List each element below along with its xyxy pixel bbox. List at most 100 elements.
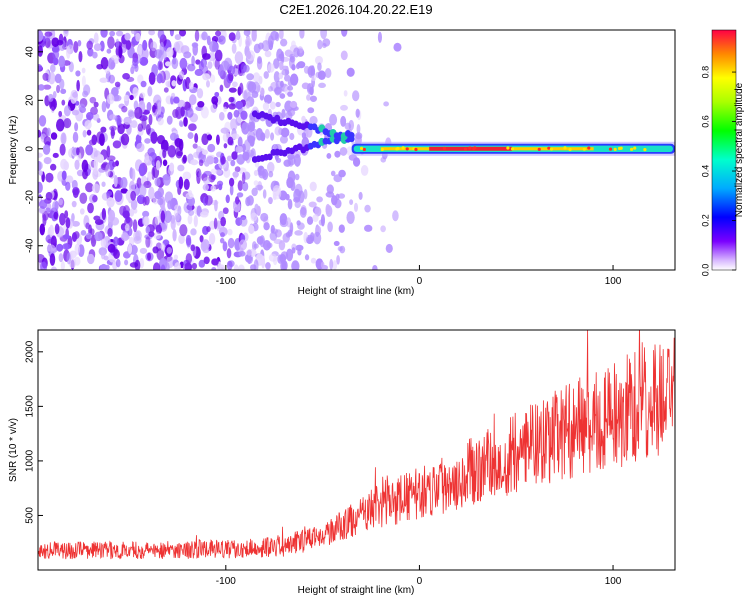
noise-blob bbox=[285, 248, 294, 262]
noise-blob bbox=[169, 30, 174, 37]
noise-blob bbox=[154, 190, 162, 200]
noise-blob bbox=[219, 70, 228, 80]
streak-point bbox=[266, 153, 273, 161]
noise-blob bbox=[235, 145, 244, 153]
noise-blob bbox=[151, 104, 156, 113]
noise-blob bbox=[159, 61, 164, 70]
noise-blob bbox=[137, 74, 144, 84]
noise-blob bbox=[228, 96, 235, 103]
noise-blob bbox=[344, 122, 352, 131]
noise-blob bbox=[148, 30, 156, 36]
noise-blob bbox=[253, 180, 259, 186]
noise-blob bbox=[71, 109, 80, 116]
noise-blob bbox=[100, 126, 107, 133]
noise-blob bbox=[234, 51, 244, 65]
noise-blob bbox=[74, 243, 81, 255]
noise-blob bbox=[211, 266, 217, 270]
noise-blob bbox=[123, 116, 132, 125]
noise-blob bbox=[383, 101, 389, 107]
noise-blob bbox=[330, 170, 336, 177]
noise-blob bbox=[87, 202, 94, 214]
spectrogram-heatmap bbox=[38, 30, 675, 270]
noise-blob bbox=[191, 42, 199, 48]
noise-blob bbox=[245, 149, 255, 157]
noise-blob bbox=[171, 57, 179, 70]
noise-blob bbox=[228, 103, 237, 110]
noise-blob bbox=[99, 133, 105, 146]
noise-blob bbox=[88, 139, 97, 146]
noise-blob bbox=[142, 216, 150, 226]
noise-blob bbox=[94, 231, 103, 242]
noise-blob bbox=[105, 163, 111, 177]
noise-blob bbox=[196, 88, 204, 99]
snr-frame bbox=[37, 329, 676, 571]
noise-blob bbox=[182, 154, 187, 163]
noise-blob bbox=[179, 121, 184, 128]
noise-blob bbox=[194, 30, 200, 42]
noise-blob bbox=[322, 43, 327, 49]
noise-blob bbox=[132, 219, 138, 233]
noise-blob bbox=[80, 229, 87, 236]
spectrogram-y-ticks: -40 -20 0 20 40 bbox=[25, 46, 43, 253]
noise-blob bbox=[246, 249, 252, 256]
noise-blob bbox=[327, 221, 333, 233]
noise-blob bbox=[246, 50, 252, 60]
noise-blob bbox=[153, 232, 162, 240]
signal-peak bbox=[630, 147, 634, 151]
noise-blob bbox=[178, 176, 184, 190]
noise-blob bbox=[329, 113, 338, 126]
noise-blob bbox=[72, 91, 78, 98]
noise-blob bbox=[230, 159, 236, 167]
noise-blob bbox=[79, 208, 85, 215]
noise-blob bbox=[303, 189, 308, 200]
noise-blob bbox=[332, 260, 338, 270]
noise-blob bbox=[234, 166, 241, 173]
noise-blob bbox=[59, 212, 66, 226]
noise-blob bbox=[235, 30, 241, 41]
noise-blob bbox=[128, 110, 135, 119]
noise-blob bbox=[214, 58, 220, 70]
noise-blob bbox=[337, 193, 346, 199]
snr-series bbox=[38, 330, 675, 560]
noise-blob bbox=[190, 228, 197, 236]
noise-blob bbox=[66, 45, 71, 59]
noise-blob bbox=[198, 171, 203, 179]
noise-blob bbox=[101, 181, 106, 187]
noise-blob bbox=[178, 234, 185, 245]
noise-blob bbox=[231, 133, 240, 140]
noise-blob bbox=[124, 32, 131, 41]
noise-blob bbox=[157, 30, 165, 40]
noise-blob bbox=[53, 211, 59, 220]
noise-blob bbox=[213, 156, 219, 164]
noise-blob bbox=[238, 250, 246, 257]
noise-blob bbox=[241, 171, 246, 184]
noise-blob bbox=[358, 191, 363, 200]
noise-blob bbox=[299, 206, 307, 218]
noise-blob bbox=[278, 72, 284, 80]
noise-blob bbox=[113, 236, 119, 247]
noise-blob bbox=[306, 236, 313, 244]
noise-blob bbox=[285, 193, 290, 201]
noise-blob bbox=[183, 116, 188, 127]
noise-blob bbox=[84, 120, 92, 130]
noise-blob bbox=[60, 132, 67, 145]
noise-blob bbox=[187, 63, 196, 72]
noise-blob bbox=[40, 261, 48, 270]
noise-blob bbox=[58, 198, 64, 206]
noise-blob bbox=[145, 124, 151, 135]
noise-blob bbox=[169, 162, 175, 172]
signal-peak bbox=[643, 148, 647, 152]
noise-blob bbox=[89, 96, 97, 104]
noise-blob bbox=[179, 57, 188, 70]
noise-blob bbox=[148, 113, 153, 126]
noise-blob bbox=[380, 156, 387, 163]
noise-blob bbox=[255, 128, 264, 141]
noise-blob bbox=[215, 30, 222, 37]
noise-blob bbox=[101, 208, 107, 221]
noise-blob bbox=[314, 55, 323, 65]
noise-blob bbox=[183, 51, 192, 59]
noise-blob bbox=[173, 41, 180, 53]
noise-blob bbox=[201, 239, 210, 250]
noise-blob bbox=[56, 118, 65, 132]
